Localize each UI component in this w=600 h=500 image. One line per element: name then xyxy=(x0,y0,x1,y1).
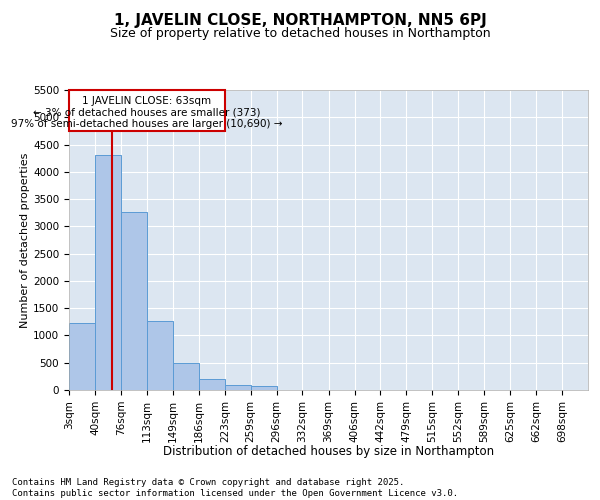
Y-axis label: Number of detached properties: Number of detached properties xyxy=(20,152,30,328)
Bar xyxy=(199,379,225,390)
Bar xyxy=(69,90,225,131)
Text: Size of property relative to detached houses in Northampton: Size of property relative to detached ho… xyxy=(110,28,490,40)
Text: Contains HM Land Registry data © Crown copyright and database right 2025.
Contai: Contains HM Land Registry data © Crown c… xyxy=(12,478,458,498)
Bar xyxy=(225,384,251,390)
Text: 97% of semi-detached houses are larger (10,690) →: 97% of semi-detached houses are larger (… xyxy=(11,119,283,129)
Bar xyxy=(173,362,199,390)
Bar xyxy=(147,322,173,390)
Text: ← 3% of detached houses are smaller (373): ← 3% of detached houses are smaller (373… xyxy=(33,108,261,118)
Bar xyxy=(121,212,147,390)
Bar xyxy=(251,386,277,390)
Text: 1, JAVELIN CLOSE, NORTHAMPTON, NN5 6PJ: 1, JAVELIN CLOSE, NORTHAMPTON, NN5 6PJ xyxy=(113,12,487,28)
Bar xyxy=(95,156,121,390)
Text: 1 JAVELIN CLOSE: 63sqm: 1 JAVELIN CLOSE: 63sqm xyxy=(82,96,212,106)
Bar xyxy=(69,324,95,390)
X-axis label: Distribution of detached houses by size in Northampton: Distribution of detached houses by size … xyxy=(163,444,494,458)
